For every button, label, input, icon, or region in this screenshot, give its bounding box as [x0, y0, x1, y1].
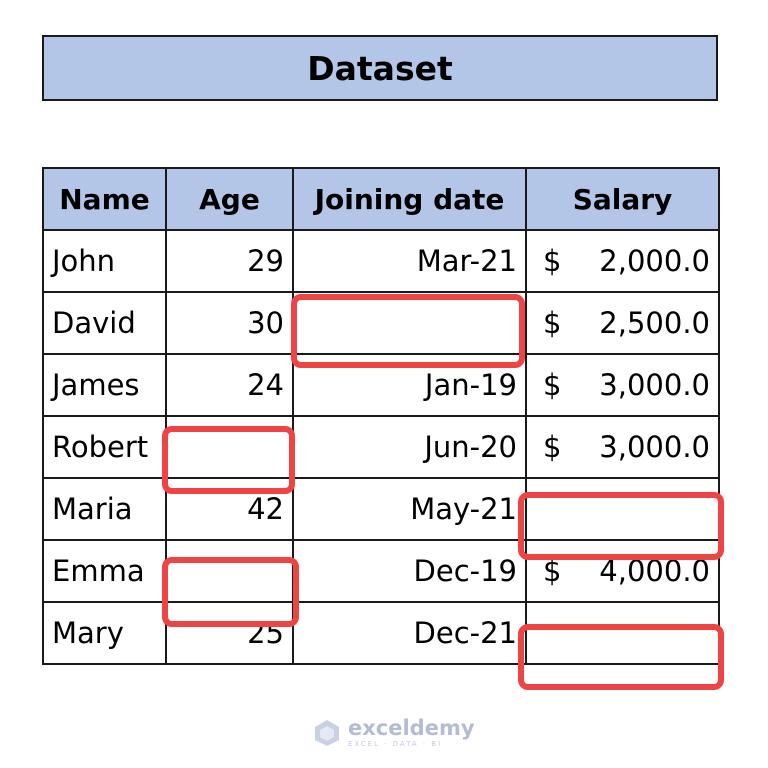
- cell-age: 30: [165, 291, 294, 355]
- cell-joining-date: [292, 291, 527, 355]
- currency-symbol: $: [543, 306, 562, 340]
- cell-name: Emma: [42, 539, 167, 603]
- table-row: Robert Jun-20 $3,000.0: [42, 415, 720, 479]
- header-salary: Salary: [525, 167, 720, 231]
- cell-name: James: [42, 353, 167, 417]
- cell-joining-date: Dec-19: [292, 539, 527, 603]
- currency-symbol: $: [543, 244, 562, 278]
- watermark-name: exceldemy: [348, 716, 475, 740]
- dataset-title: Dataset: [42, 35, 718, 101]
- cell-name: David: [42, 291, 167, 355]
- cell-joining-date: Dec-21: [292, 601, 527, 665]
- header-row: Name Age Joining date Salary: [42, 167, 720, 231]
- table-row: Emma Dec-19 $4,000.0: [42, 539, 720, 603]
- currency-symbol: $: [543, 554, 562, 588]
- salary-value: 2,000.0: [599, 244, 710, 278]
- cell-age: 42: [165, 477, 294, 541]
- currency-symbol: $: [543, 430, 562, 464]
- dataset-table: Name Age Joining date Salary John 29 Mar…: [42, 167, 720, 665]
- header-name: Name: [42, 167, 167, 231]
- cell-salary: $2,000.0: [525, 229, 720, 293]
- header-age: Age: [165, 167, 294, 231]
- table-row: John 29 Mar-21 $2,000.0: [42, 229, 720, 293]
- cell-salary: $3,000.0: [525, 353, 720, 417]
- cell-age: 29: [165, 229, 294, 293]
- cell-joining-date: Jun-20: [292, 415, 527, 479]
- currency-symbol: $: [543, 368, 562, 402]
- blank-cell-highlight-age-emma: [162, 557, 299, 627]
- watermark-tagline: EXCEL · DATA · BI: [348, 740, 443, 748]
- salary-value: 2,500.0: [599, 306, 710, 340]
- cell-joining-date: Mar-21: [292, 229, 527, 293]
- cell-salary: $3,000.0: [525, 415, 720, 479]
- cell-name: Maria: [42, 477, 167, 541]
- blank-cell-highlight-age-robert: [162, 426, 295, 494]
- blank-cell-highlight-salary-maria: [518, 492, 724, 560]
- cell-age: 24: [165, 353, 294, 417]
- cell-name: John: [42, 229, 167, 293]
- table-row: David 30 $2,500.0: [42, 291, 720, 355]
- table-row: Mary 25 Dec-21: [42, 601, 720, 665]
- cell-name: Robert: [42, 415, 167, 479]
- cell-joining-date: May-21: [292, 477, 527, 541]
- exceldemy-logo-icon: [315, 720, 339, 746]
- exceldemy-watermark: exceldemy EXCEL · DATA · BI: [312, 718, 475, 748]
- cell-salary: $2,500.0: [525, 291, 720, 355]
- cell-name: Mary: [42, 601, 167, 665]
- header-joining-date: Joining date: [292, 167, 527, 231]
- blank-cell-highlight-joining-date-david: [291, 294, 525, 368]
- salary-value: 3,000.0: [599, 368, 710, 402]
- cell-salary: [525, 477, 720, 541]
- table-row: Maria 42 May-21: [42, 477, 720, 541]
- salary-value: 3,000.0: [599, 430, 710, 464]
- blank-cell-highlight-salary-mary: [518, 624, 724, 690]
